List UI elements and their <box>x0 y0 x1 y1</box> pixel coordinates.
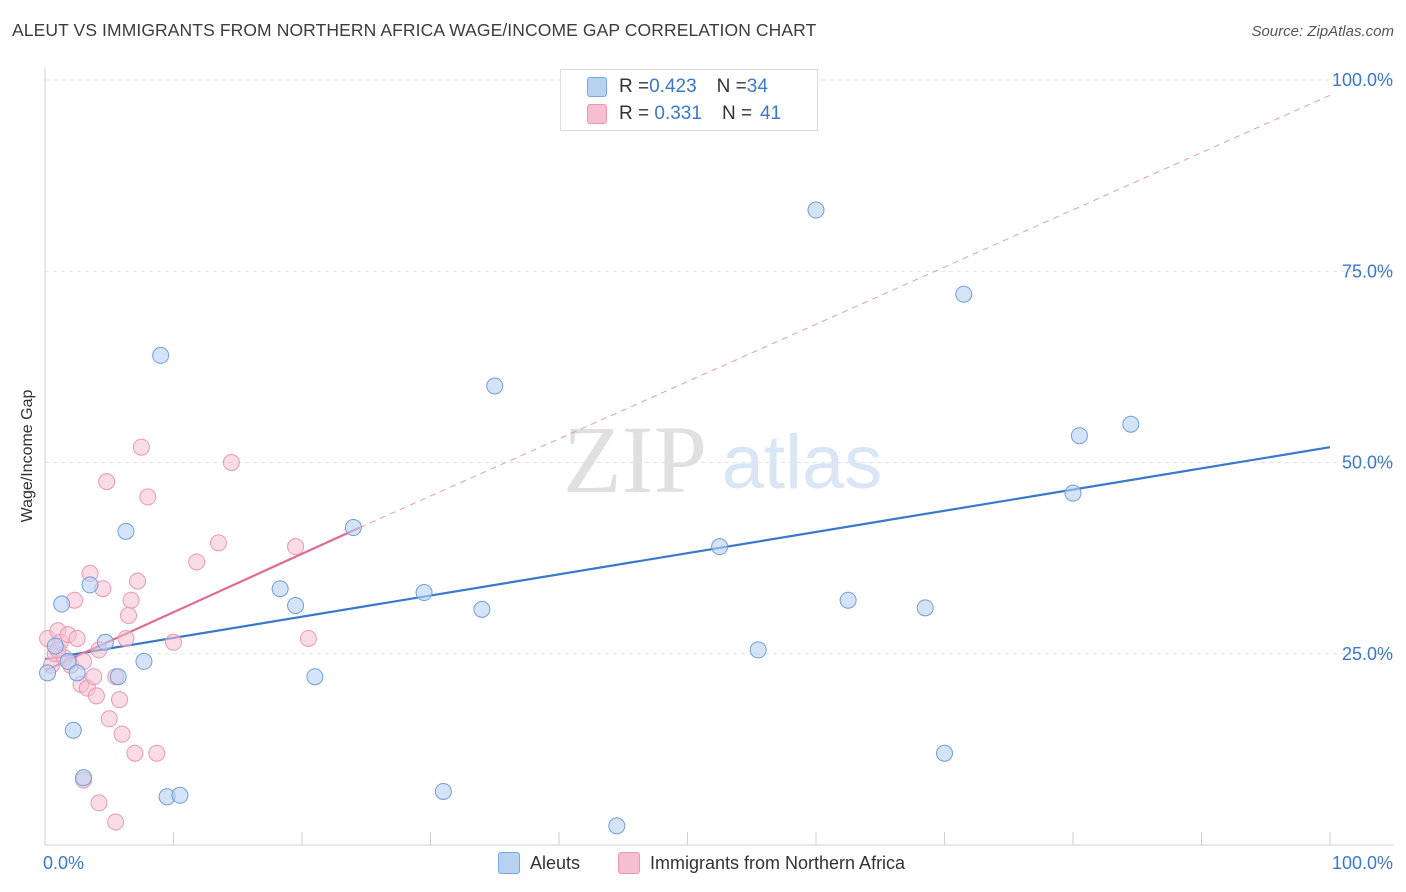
point-aleuts <box>486 377 504 395</box>
legend-r-value: 0.331 <box>649 103 702 124</box>
point-immigrants <box>122 591 140 609</box>
point-aleuts <box>46 637 64 655</box>
point-immigrants <box>129 572 147 590</box>
bottom-legend-swatch-pink <box>618 852 640 874</box>
legend-n-value: 34 <box>746 76 768 97</box>
point-aleuts <box>1064 484 1082 502</box>
bottom-legend-swatch-blue <box>498 852 520 874</box>
watermark-atlas: atlas <box>722 420 883 505</box>
point-aleuts <box>135 652 153 670</box>
point-aleuts <box>75 769 93 787</box>
point-immigrants <box>148 744 166 762</box>
y-tick-label: 100.0% <box>1332 70 1393 90</box>
point-aleuts <box>415 584 433 602</box>
legend-swatch-blue <box>587 77 607 97</box>
point-aleuts <box>839 591 857 609</box>
watermark-zip: ZIP <box>563 406 707 513</box>
trend-lines <box>44 94 1331 672</box>
y-axis-label: Wage/Income Gap <box>19 389 36 523</box>
point-immigrants <box>120 607 138 624</box>
point-aleuts <box>1122 415 1140 433</box>
x-tick-label: 100.0% <box>1332 853 1393 873</box>
point-aleuts <box>306 668 324 686</box>
legend-r-value: 0.423 <box>649 76 697 97</box>
point-aleuts <box>936 744 953 762</box>
point-aleuts <box>109 668 127 686</box>
data-points <box>39 201 1140 835</box>
point-immigrants <box>113 725 131 743</box>
point-immigrants <box>98 473 116 491</box>
trend-line-immigrants-extended <box>359 94 1331 528</box>
point-aleuts <box>344 519 362 537</box>
bottom-legend-label: Aleuts <box>530 852 581 873</box>
point-aleuts <box>711 538 729 556</box>
point-immigrants <box>87 687 105 705</box>
y-tick-label: 75.0% <box>1342 261 1393 281</box>
point-aleuts <box>287 597 305 615</box>
point-aleuts <box>807 201 825 219</box>
tick-labels: 25.0% 50.0% 75.0% 100.0% 0.0% 100.0% <box>43 70 1393 873</box>
point-immigrants <box>107 813 125 831</box>
axes <box>44 68 1393 846</box>
point-aleuts <box>81 576 99 594</box>
point-immigrants <box>100 710 118 728</box>
point-aleuts <box>39 664 57 682</box>
point-aleuts <box>117 522 135 540</box>
point-aleuts <box>916 599 934 617</box>
point-immigrants <box>132 438 150 456</box>
point-immigrants <box>139 488 157 506</box>
point-aleuts <box>749 641 767 659</box>
y-tick-label: 50.0% <box>1342 453 1393 473</box>
bottom-legend-label: Immigrants from Northern Africa <box>650 852 906 873</box>
point-aleuts <box>59 652 77 670</box>
point-aleuts <box>1070 427 1088 445</box>
point-immigrants <box>165 633 182 651</box>
trend-line-aleuts <box>44 446 1331 661</box>
point-aleuts <box>152 346 170 364</box>
chart-title: ALEUT VS IMMIGRANTS FROM NORTHERN AFRICA… <box>12 20 817 40</box>
point-immigrants <box>117 629 135 647</box>
x-tick-label: 0.0% <box>43 853 84 873</box>
point-immigrants <box>85 668 103 686</box>
legend-n-label: N = <box>716 76 747 97</box>
point-immigrants <box>222 454 240 471</box>
legend-row-immigrants: R = 0.331 N = 41 <box>587 102 781 126</box>
stats-legend: R = 0.423 N = 34 R = 0.331 N = 41 <box>560 69 818 131</box>
point-aleuts <box>434 782 452 800</box>
grid-lines <box>45 79 1393 655</box>
point-aleuts <box>53 595 71 613</box>
point-aleuts <box>96 633 114 651</box>
source-label: Source: ZipAtlas.com <box>1251 23 1394 40</box>
legend-r-label: R = <box>619 76 650 97</box>
point-immigrants <box>111 691 129 709</box>
point-immigrants <box>68 629 86 647</box>
point-immigrants <box>188 553 206 571</box>
legend-row-aleuts: R = 0.423 N = 34 <box>587 75 768 99</box>
point-aleuts <box>955 285 973 303</box>
point-immigrants <box>209 534 227 552</box>
y-tick-label: 25.0% <box>1342 644 1393 664</box>
point-aleuts <box>473 600 491 618</box>
bottom-legend-aleuts: Aleuts <box>498 852 580 874</box>
point-aleuts <box>271 580 289 598</box>
point-aleuts <box>64 721 82 739</box>
point-immigrants <box>287 538 305 556</box>
legend-swatch-pink <box>587 104 607 124</box>
legend-n-label: N = <box>721 103 753 124</box>
point-aleuts <box>608 817 626 835</box>
point-immigrants <box>126 744 144 762</box>
legend-n-value: 41 <box>760 103 782 124</box>
bottom-legend-immigrants: Immigrants from Northern Africa <box>618 852 905 874</box>
legend-r-label: R = <box>619 103 650 124</box>
point-immigrants <box>299 629 317 647</box>
point-aleuts <box>68 664 86 682</box>
point-aleuts <box>171 786 189 804</box>
point-immigrants <box>90 794 108 812</box>
